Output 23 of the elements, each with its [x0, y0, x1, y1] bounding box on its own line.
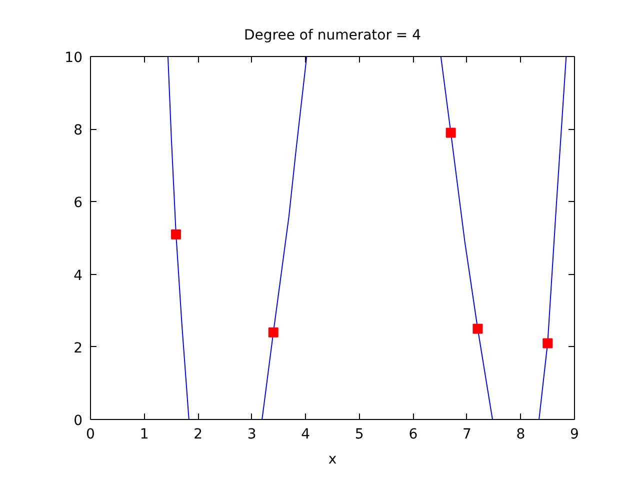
point [542, 338, 553, 348]
y-tick-label: 0 [74, 413, 83, 429]
point [268, 327, 278, 338]
x-tick-label: 8 [516, 426, 526, 442]
x-tick-label: 7 [462, 426, 472, 442]
point [171, 229, 182, 240]
x-tick-label: 4 [301, 426, 310, 442]
x-tick-label: 0 [86, 426, 95, 442]
y-tick-label: 2 [74, 340, 83, 356]
point [472, 324, 483, 334]
y-tick-label: 4 [74, 268, 83, 284]
x-tick-label: 3 [247, 426, 256, 442]
x-tick-label: 9 [570, 426, 579, 442]
point [446, 128, 456, 138]
y-tick-label: 6 [74, 195, 83, 212]
x-tick-label: 2 [194, 426, 203, 442]
y-tick-label: 10 [64, 50, 83, 66]
y-tick-label: 8 [74, 122, 83, 139]
x-tick-label: 5 [354, 426, 364, 442]
x-axis-title: x [328, 452, 337, 468]
x-tick-label: 6 [408, 426, 418, 442]
x-tick-label: 1 [140, 426, 149, 442]
chart-title: Degree of numerator = 4 [244, 28, 422, 44]
